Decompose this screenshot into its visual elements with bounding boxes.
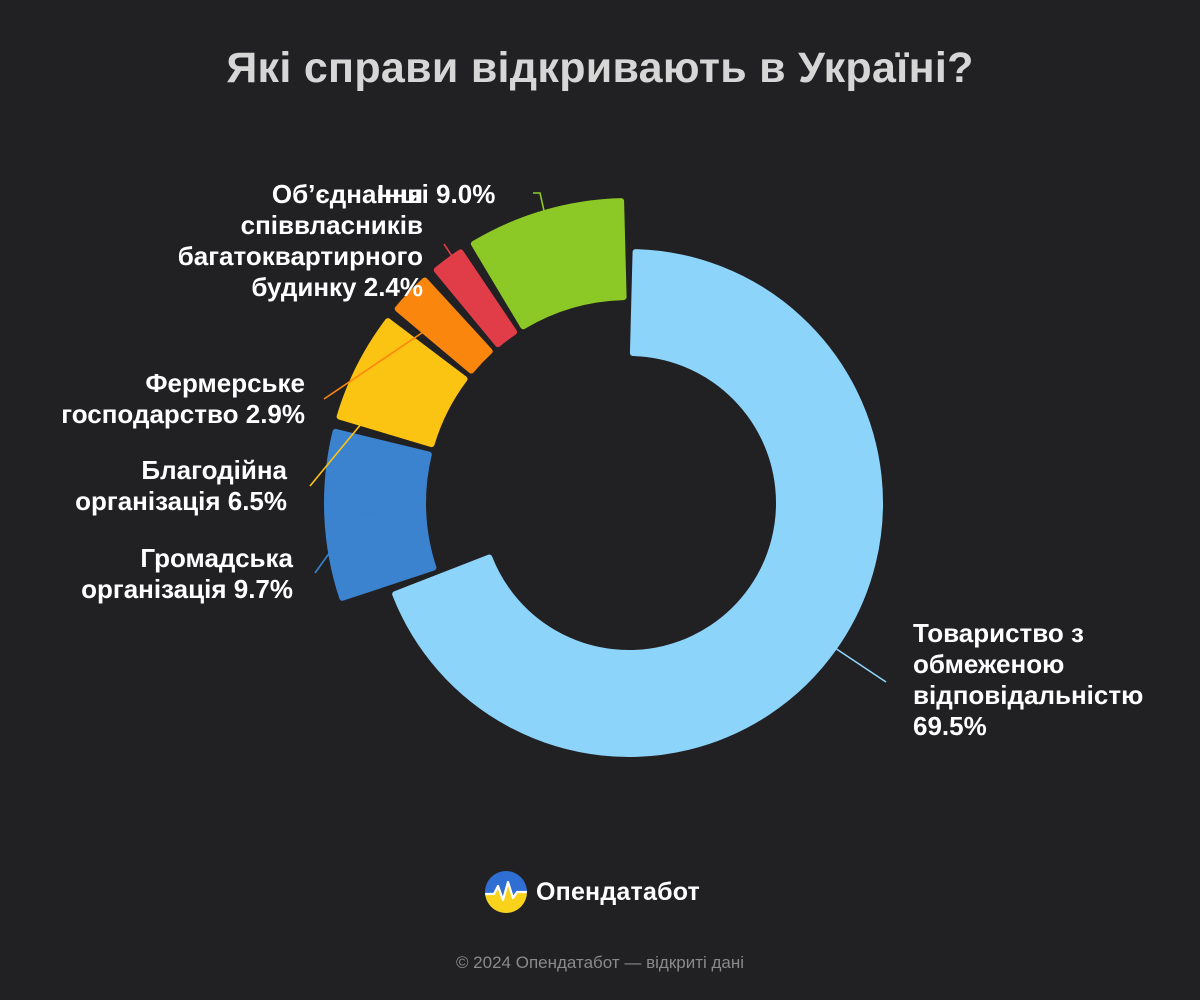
leader-line-3 <box>323 321 446 400</box>
slice-3 <box>394 277 493 374</box>
slice-4 <box>433 249 518 348</box>
leader-line-0 <box>834 647 887 683</box>
opendatabot-logo-icon <box>485 871 527 913</box>
labels-layer: Товариство з обмеженою відповідальністю 69.… <box>61 179 1143 741</box>
leader-lines-layer <box>309 192 887 683</box>
slice-label-4: Об’єднання співвласників багатоквартирного… <box>178 179 423 302</box>
leader-line-2 <box>309 383 402 487</box>
slice-label-5: Інші 9.0% <box>377 179 495 209</box>
slice-1 <box>324 428 437 601</box>
brand: Опендатабот <box>484 870 700 914</box>
slice-label-1: Громадська організація 9.7% <box>81 543 293 604</box>
leader-line-1 <box>314 512 377 574</box>
slice-label-2: Благодійна організація 6.5% <box>75 455 287 516</box>
brand-name: Опендатабот <box>536 877 701 906</box>
copyright-footer: © 2024 Опендатабот — відкриті дані <box>455 953 745 972</box>
slice-0 <box>392 249 883 757</box>
leader-line-5 <box>533 192 557 265</box>
slices-layer <box>324 198 883 757</box>
slice-label-0: Товариство з обмеженою відповідальністю 69.… <box>913 618 1143 741</box>
slice-label-3: Фермерське господарство 2.9% <box>61 368 305 429</box>
leader-line-4 <box>443 243 481 300</box>
slice-5 <box>470 198 627 330</box>
chart-title: Які справи відкривають в Україні? <box>226 44 974 92</box>
